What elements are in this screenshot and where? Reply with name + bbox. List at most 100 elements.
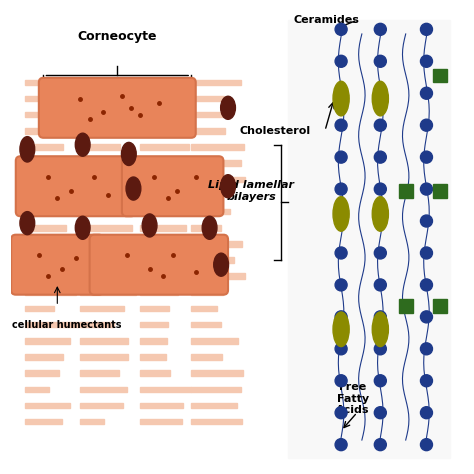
Bar: [81, 273, 111, 279]
Bar: [191, 290, 232, 295]
Bar: [81, 402, 120, 408]
Bar: [140, 128, 166, 134]
Bar: [140, 386, 195, 392]
Text: Cholesterol: Cholesterol: [240, 126, 311, 136]
FancyBboxPatch shape: [39, 78, 196, 138]
FancyBboxPatch shape: [90, 235, 228, 295]
Circle shape: [335, 438, 347, 451]
Bar: [140, 306, 173, 311]
FancyBboxPatch shape: [122, 156, 223, 216]
Bar: [25, 225, 66, 230]
Circle shape: [335, 247, 347, 259]
Bar: [25, 354, 80, 360]
Bar: [191, 176, 218, 182]
Bar: [81, 306, 118, 311]
Circle shape: [335, 151, 347, 163]
Bar: [140, 370, 175, 376]
Bar: [191, 80, 233, 85]
Bar: [81, 338, 127, 344]
Ellipse shape: [214, 253, 228, 276]
Bar: [25, 144, 61, 150]
Bar: [140, 322, 176, 328]
Circle shape: [420, 343, 432, 355]
Bar: [25, 273, 76, 279]
Bar: [140, 209, 169, 214]
Circle shape: [335, 311, 347, 323]
Bar: [81, 419, 118, 424]
Bar: [81, 290, 113, 295]
Ellipse shape: [126, 177, 141, 200]
Bar: [25, 112, 50, 118]
Ellipse shape: [333, 312, 349, 346]
Bar: [25, 80, 66, 85]
Bar: [140, 193, 187, 198]
Bar: [25, 306, 58, 311]
Bar: [140, 160, 175, 166]
Bar: [140, 402, 164, 408]
Bar: [191, 112, 227, 118]
Circle shape: [420, 407, 432, 419]
Ellipse shape: [121, 142, 136, 165]
Text: Free
Fatty
Acids: Free Fatty Acids: [336, 382, 369, 415]
Bar: [191, 209, 234, 214]
Text: Corneocyte: Corneocyte: [78, 30, 157, 43]
Ellipse shape: [20, 211, 35, 235]
Bar: [140, 225, 174, 230]
Bar: [140, 419, 180, 424]
Circle shape: [374, 119, 386, 131]
Text: Ceramides: Ceramides: [294, 15, 360, 25]
Circle shape: [374, 311, 386, 323]
Circle shape: [374, 247, 386, 259]
Bar: [191, 144, 226, 150]
Circle shape: [420, 279, 432, 291]
Circle shape: [420, 119, 432, 131]
Ellipse shape: [20, 137, 35, 162]
Bar: [191, 273, 237, 279]
Bar: [191, 370, 233, 376]
Bar: [140, 112, 191, 118]
Bar: [25, 386, 53, 392]
Bar: [81, 112, 104, 118]
Bar: [191, 322, 241, 328]
Bar: [81, 209, 109, 214]
Circle shape: [374, 343, 386, 355]
Bar: [81, 176, 109, 182]
Ellipse shape: [372, 312, 388, 346]
Bar: [288, 20, 449, 458]
Circle shape: [335, 87, 347, 99]
Circle shape: [335, 55, 347, 67]
Ellipse shape: [75, 133, 90, 156]
Bar: [25, 241, 78, 246]
Bar: [399, 184, 413, 198]
Circle shape: [335, 23, 347, 36]
Circle shape: [335, 119, 347, 131]
Circle shape: [374, 87, 386, 99]
Bar: [191, 257, 215, 263]
Circle shape: [374, 55, 386, 67]
Bar: [191, 225, 240, 230]
Circle shape: [420, 183, 432, 195]
Bar: [81, 386, 122, 392]
Bar: [25, 128, 60, 134]
Circle shape: [420, 23, 432, 36]
Ellipse shape: [333, 197, 349, 231]
Bar: [81, 160, 131, 166]
Bar: [191, 402, 219, 408]
Bar: [191, 160, 234, 166]
Circle shape: [420, 151, 432, 163]
Bar: [140, 144, 194, 150]
Circle shape: [420, 55, 432, 67]
Bar: [191, 306, 226, 311]
Bar: [140, 176, 179, 182]
Circle shape: [420, 87, 432, 99]
Bar: [81, 80, 118, 85]
Circle shape: [420, 438, 432, 451]
Bar: [140, 290, 191, 295]
Bar: [81, 370, 123, 376]
Text: cellular humectants: cellular humectants: [12, 320, 121, 330]
Bar: [81, 241, 125, 246]
Ellipse shape: [333, 81, 349, 116]
Bar: [140, 338, 191, 344]
Circle shape: [335, 279, 347, 291]
Ellipse shape: [372, 197, 388, 231]
